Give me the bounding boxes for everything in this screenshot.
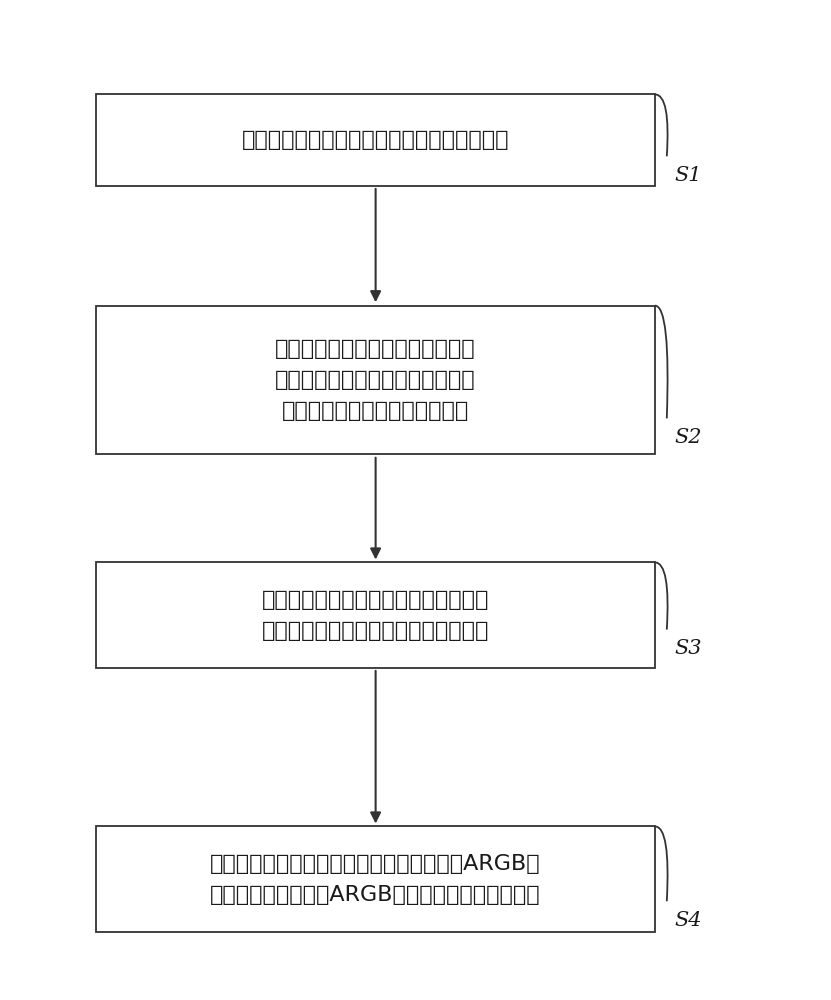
Bar: [96, 94, 655, 186]
Text: 分别获取各屏幕像素点对应的透明度，
以及获取叠加的屏幕像素点的总透明度: 分别获取各屏幕像素点对应的透明度， 以及获取叠加的屏幕像素点的总透明度: [262, 590, 489, 641]
Text: 根据各透明度和各总透明度分别获取对应的ARGB颜
色值，以使用对应的ARGB颜色值绘制公交线路折线: 根据各透明度和各总透明度分别获取对应的ARGB颜 色值，以使用对应的ARGB颜色…: [210, 854, 541, 905]
Bar: [96, 306, 655, 454]
Text: S4: S4: [675, 911, 702, 930]
Text: 分别获取各指定公交线路的站点的经纬度坐标: 分别获取各指定公交线路的站点的经纬度坐标: [242, 130, 509, 150]
Text: S3: S3: [675, 639, 702, 658]
Bar: [96, 826, 655, 932]
Text: S2: S2: [675, 428, 702, 447]
Text: 将各站点的经纬度坐标根据地图缩
放比例和经纬度与屏幕坐标映射算
法转换为对应的屏幕像素点坐标: 将各站点的经纬度坐标根据地图缩 放比例和经纬度与屏幕坐标映射算 法转换为对应的屏…: [275, 339, 476, 421]
Bar: [96, 562, 655, 668]
Text: S1: S1: [675, 166, 702, 185]
